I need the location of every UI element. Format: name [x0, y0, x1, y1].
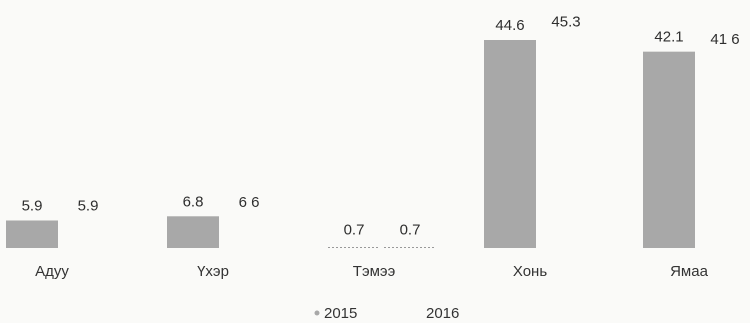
value-label-2016-1: 5.9	[78, 197, 99, 214]
value-label-2016-2: 6 6	[239, 194, 260, 211]
value-label-2015-5: 42.1	[654, 29, 683, 46]
legend-swatch-2015	[314, 310, 320, 316]
bar-2016-5	[699, 53, 750, 249]
bar-2015-5	[643, 51, 695, 248]
legend-label-2015: 2015	[324, 305, 357, 322]
value-label-2016-5: 41 6	[710, 31, 739, 48]
value-label-2016-4: 45.3	[551, 14, 580, 31]
bar-2015-1	[6, 220, 58, 248]
bar-2015-4	[484, 40, 536, 248]
value-label-2015-1: 5.9	[22, 197, 43, 214]
bar-2015-2	[167, 216, 219, 248]
bar-2016-2	[223, 217, 275, 248]
value-label-2015-3: 0.7	[344, 222, 365, 239]
legend-swatch-2016	[415, 310, 421, 316]
category-label-1: Адуу	[35, 263, 69, 280]
legend-label-2016: 2016	[426, 305, 459, 322]
bar-2016-4	[540, 36, 592, 248]
category-label-5: Ямаа	[670, 263, 708, 280]
category-label-4: Хонь	[513, 263, 547, 280]
value-label-2016-3: 0.7	[400, 222, 421, 239]
value-label-2015-4: 44.6	[495, 17, 524, 34]
value-label-2015-2: 6.8	[183, 193, 204, 210]
category-label-2: Үхэр	[197, 263, 229, 280]
category-label-3: Тэмээ	[353, 263, 396, 280]
bar-2016-1	[62, 220, 114, 248]
